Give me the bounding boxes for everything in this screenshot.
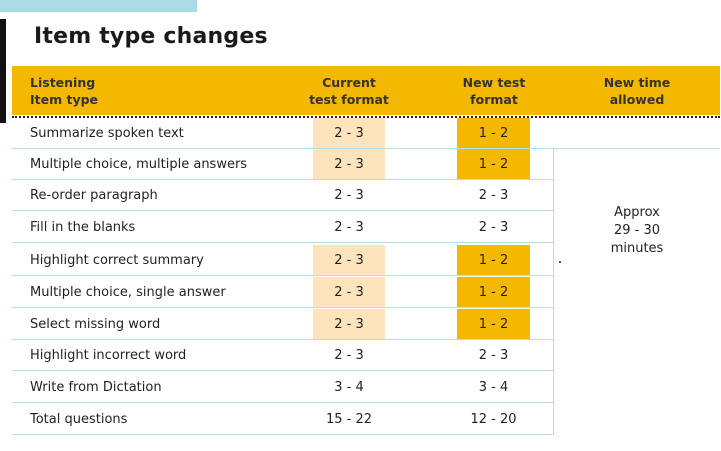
header-item-type-line2: Item type xyxy=(30,91,99,107)
item-type-cell: Summarize spoken text xyxy=(30,125,184,141)
current-format-cell: 2 - 3 xyxy=(313,245,385,275)
table-row: Highlight correct summary 2 - 3 1 - 2 xyxy=(12,245,720,276)
current-format-cell: 2 - 3 xyxy=(334,187,364,203)
new-format-cell: 2 - 3 xyxy=(478,347,509,363)
item-type-cell: Multiple choice, multiple answers xyxy=(30,156,248,172)
item-type-cell: Highlight correct summary xyxy=(30,252,204,268)
table-header: Listening Item type Current test format … xyxy=(12,66,720,115)
new-format-cell: 2 - 3 xyxy=(478,219,509,235)
new-format-cell: 1 - 2 xyxy=(457,277,530,307)
header-time-line1: New time xyxy=(603,74,671,90)
header-dotted-divider xyxy=(12,116,720,118)
stray-dot-mark xyxy=(559,261,561,263)
new-format-cell: 2 - 3 xyxy=(478,187,509,203)
current-format-cell: 2 - 3 xyxy=(313,277,385,307)
current-format-cell: 2 - 3 xyxy=(313,149,385,179)
total-label-cell: Total questions xyxy=(30,411,128,427)
table-row: Write from Dictation 3 - 4 3 - 4 xyxy=(12,372,720,403)
header-current-format: Current test format xyxy=(302,66,396,115)
header-time-line2: allowed xyxy=(609,91,665,107)
item-type-cell: Re-order paragraph xyxy=(30,187,158,203)
current-format-cell: 2 - 3 xyxy=(313,118,385,148)
current-format-cell: 2 - 3 xyxy=(313,309,385,339)
new-format-cell: 1 - 2 xyxy=(457,149,530,179)
page-title: Item type changes xyxy=(34,24,268,49)
total-new-cell: 12 - 20 xyxy=(470,411,517,427)
new-format-cell: 1 - 2 xyxy=(457,309,530,339)
total-row: Total questions 15 - 22 12 - 20 xyxy=(12,404,720,435)
item-type-cell: Highlight incorrect word xyxy=(30,347,187,363)
table-row: Select missing word 2 - 3 1 - 2 xyxy=(12,309,720,340)
item-type-cell: Fill in the blanks xyxy=(30,219,136,235)
total-current-cell: 15 - 22 xyxy=(325,411,373,427)
new-time-line3: minutes xyxy=(610,241,664,256)
item-type-cell: Multiple choice, single answer xyxy=(30,284,226,300)
table-row: Multiple choice, single answer 2 - 3 1 -… xyxy=(12,277,720,308)
header-item-type-line1: Listening xyxy=(30,74,96,90)
header-current-line1: Current xyxy=(322,74,376,90)
new-time-value: Approx 29 - 30 minutes xyxy=(554,204,720,258)
top-accent-bar xyxy=(0,0,197,12)
item-type-cell: Select missing word xyxy=(30,316,161,332)
left-accent-rule xyxy=(0,19,6,123)
header-item-type: Listening Item type xyxy=(30,66,98,115)
new-time-line1: Approx xyxy=(614,205,660,220)
item-type-cell: Write from Dictation xyxy=(30,379,162,395)
current-format-cell: 2 - 3 xyxy=(334,219,364,235)
new-time-line2: 29 - 30 xyxy=(613,223,661,238)
new-format-cell: 1 - 2 xyxy=(457,118,530,148)
table-row: Summarize spoken text 2 - 3 1 - 2 xyxy=(12,118,720,149)
header-new-line1: New test xyxy=(462,74,526,90)
current-format-cell: 2 - 3 xyxy=(334,347,364,363)
current-format-cell: 3 - 4 xyxy=(334,379,364,395)
table-row: Highlight incorrect word 2 - 3 2 - 3 xyxy=(12,340,720,371)
table-row: Fill in the blanks 2 - 3 2 - 3 xyxy=(12,212,720,243)
new-time-merged-cell xyxy=(554,150,720,435)
new-format-cell: 1 - 2 xyxy=(457,245,530,275)
header-new-format: New test format xyxy=(450,66,538,115)
new-format-cell: 3 - 4 xyxy=(478,379,509,395)
header-new-line2: format xyxy=(470,91,518,107)
table-row: Multiple choice, multiple answers 2 - 3 … xyxy=(12,149,720,180)
new-time-column-divider xyxy=(553,149,554,435)
table-row: Re-order paragraph 2 - 3 2 - 3 xyxy=(12,180,720,211)
header-new-time: New time allowed xyxy=(554,66,720,115)
header-current-line2: test format xyxy=(309,91,389,107)
